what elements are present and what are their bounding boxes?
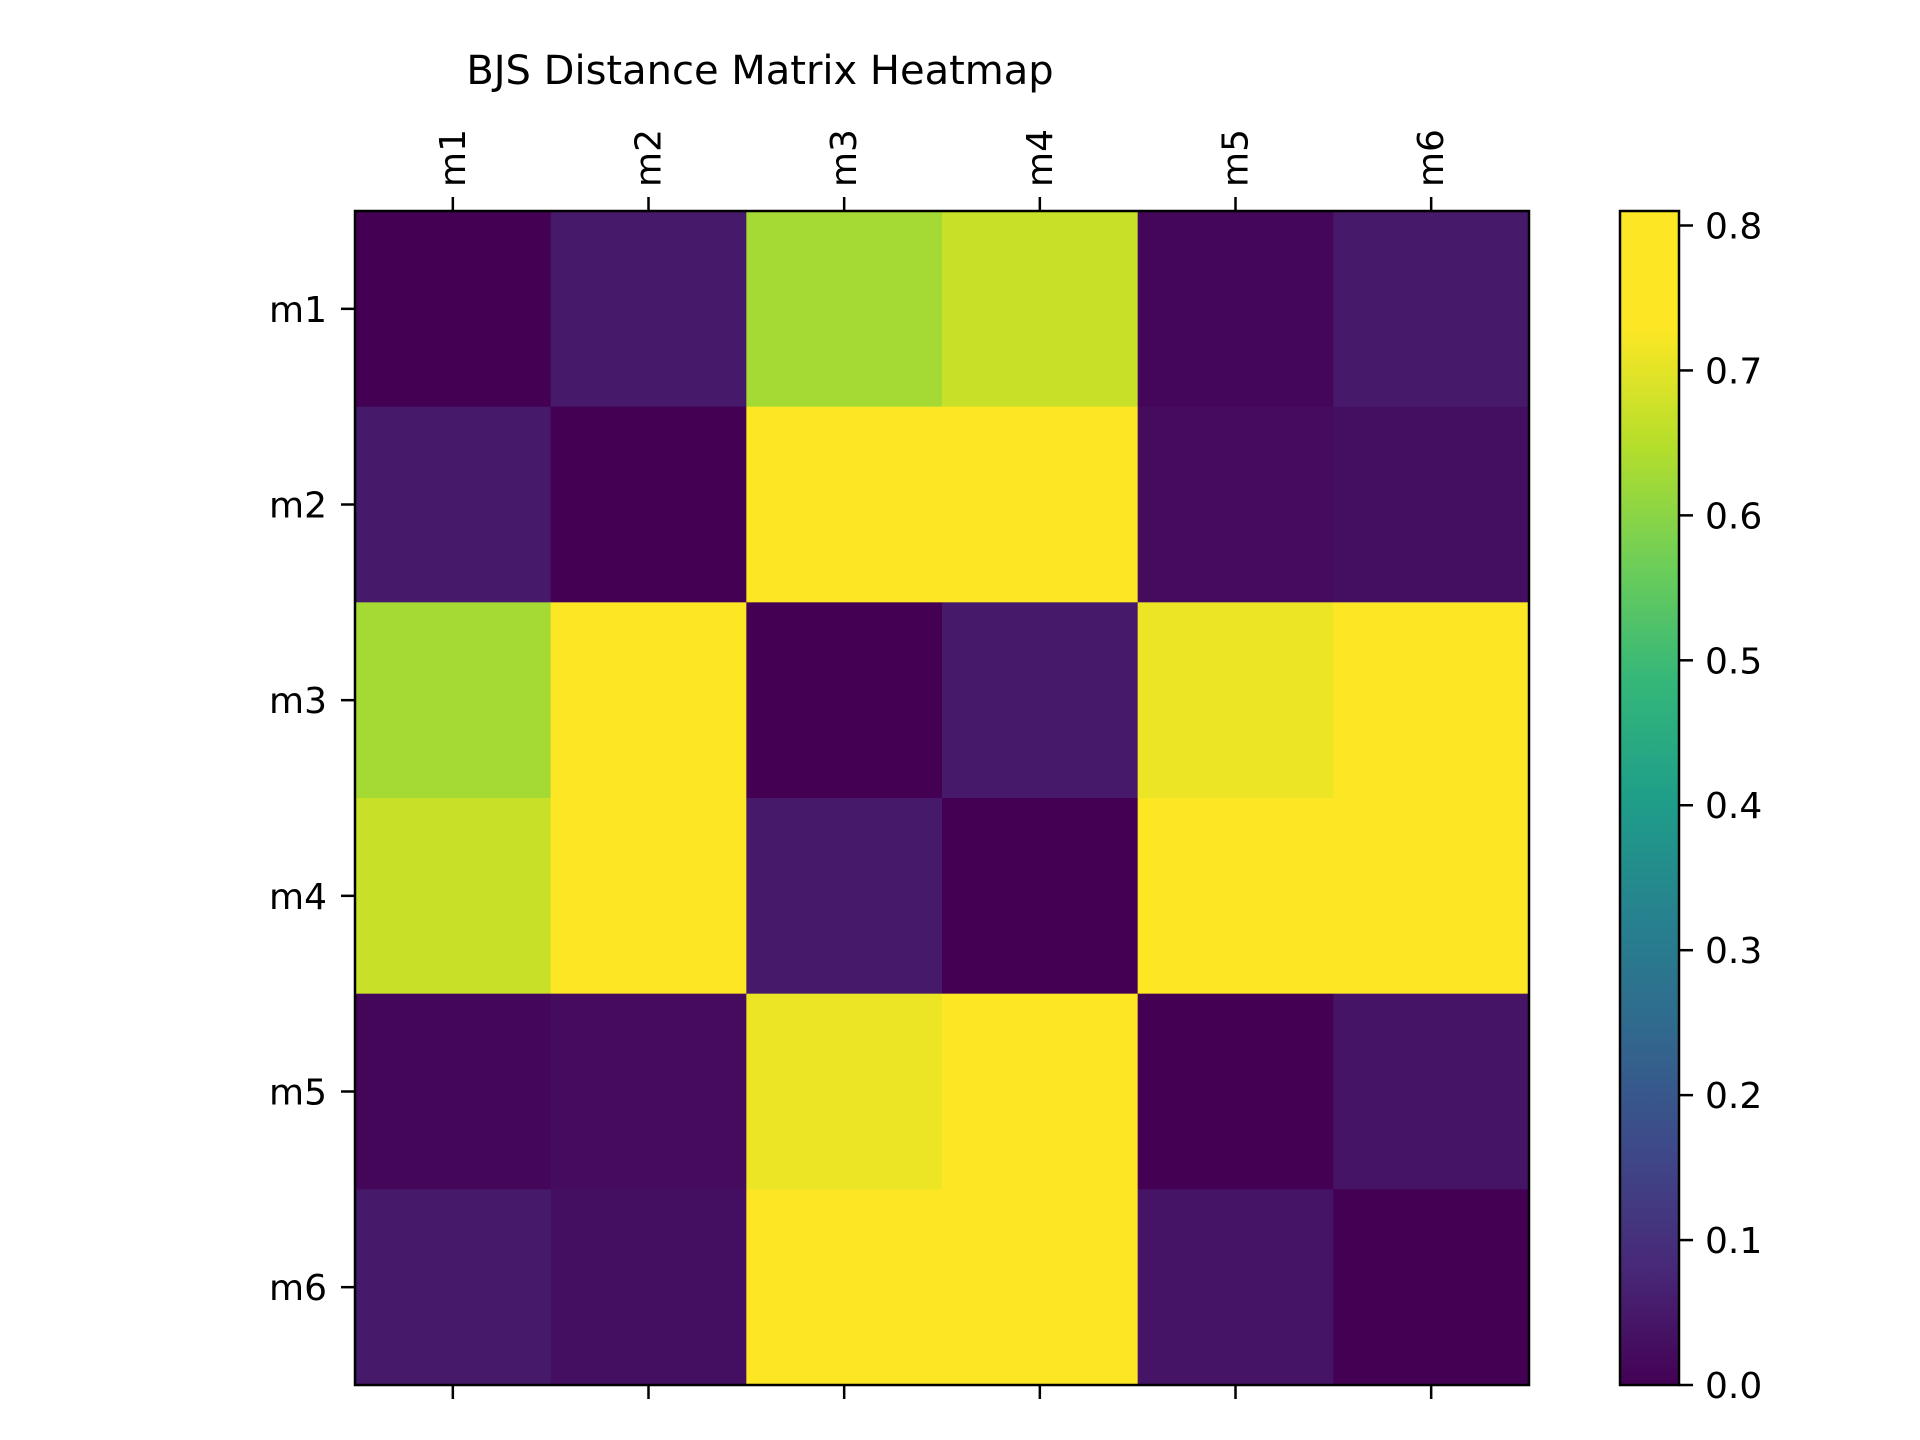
colorbar-tick-label-0.2: 0.2 [1705,1076,1762,1117]
heatmap-cell-m5-m1 [355,993,552,1190]
heatmap-cell-m6-m5 [1137,1189,1334,1386]
heatmap-cell-m2-m2 [550,406,747,603]
plot-frame [353,209,1531,1387]
heatmap-cell-m6-m3 [746,1189,943,1386]
heatmap-cell-m6-m2 [550,1189,747,1386]
heatmap-cell-m2-m5 [1137,406,1334,603]
heatmap-cell-m1-m2 [550,211,747,408]
heatmap-cell-m6-m1 [355,1189,552,1386]
heatmap-cell-m3-m2 [550,602,747,799]
colorbar-tick-label-0.7: 0.7 [1705,351,1762,392]
heatmap-cell-m4-m4 [942,798,1139,995]
heatmap-cell-m3-m4 [942,602,1139,799]
heatmap-cell-m1-m1 [355,211,552,408]
x-tick-label-m3: m3 [824,129,865,187]
colorbar-tick-label-0.3: 0.3 [1705,931,1762,972]
heatmap-cell-m6-m6 [1333,1189,1530,1386]
y-axis-ticks: m1 m2 m3 m4 m5 m6 [269,290,355,1309]
colorbar-tick-label-0.4: 0.4 [1705,786,1762,827]
x-tick-label-m6: m6 [1411,129,1452,187]
heatmap-cell-m4-m6 [1333,798,1530,995]
heatmap-cell-m5-m3 [746,993,943,1190]
heatmap-cell-m2-m1 [355,406,552,603]
heatmap-cell-m3-m1 [355,602,552,799]
y-tick-label-m3: m3 [269,681,327,722]
chart-title: BJS Distance Matrix Heatmap [466,48,1053,94]
heatmap-cell-m1-m4 [942,211,1139,408]
heatmap-cell-m2-m4 [942,406,1139,603]
x-tick-label-m1: m1 [433,129,474,187]
heatmap-cell-m5-m2 [550,993,747,1190]
colorbar-tick-label-0.8: 0.8 [1705,206,1762,247]
heatmap-cell-m1-m5 [1137,211,1334,408]
heatmap-cell-m5-m5 [1137,993,1334,1190]
heatmap-cell-m2-m6 [1333,406,1530,603]
heatmap-cells [355,211,1530,1386]
heatmap-cell-m6-m4 [942,1189,1139,1386]
colorbar [1618,209,1681,1387]
heatmap-cell-m4-m2 [550,798,747,995]
heatmap-cell-m2-m3 [746,406,943,603]
heatmap-cell-m4-m3 [746,798,943,995]
colorbar-tick-label-0.1: 0.1 [1705,1221,1762,1262]
y-tick-label-m2: m2 [269,486,327,527]
y-tick-label-m1: m1 [269,290,327,331]
y-tick-label-m6: m6 [269,1268,327,1309]
x-tick-label-m5: m5 [1216,129,1257,187]
heatmap-cell-m3-m6 [1333,602,1530,799]
heatmap-cell-m5-m6 [1333,993,1530,1190]
colorbar-tick-label-0.0: 0.0 [1705,1366,1762,1407]
heatmap-cell-m4-m1 [355,798,552,995]
x-tick-label-m4: m4 [1020,129,1061,187]
x-axis-ticks: m1 m2 m3 m4 m5 m6 [433,129,1452,1399]
heatmap-cell-m1-m6 [1333,211,1530,408]
y-tick-label-m4: m4 [269,877,327,918]
y-tick-label-m5: m5 [269,1073,327,1114]
x-tick-label-m2: m2 [629,129,670,187]
colorbar-tick-label-0.5: 0.5 [1705,641,1762,682]
colorbar-ticks: 0.0 0.1 0.2 0.3 0.4 0.5 0.6 0.7 0.8 [1679,206,1762,1407]
heatmap-cell-m3-m5 [1137,602,1334,799]
heatmap-cell-m4-m5 [1137,798,1334,995]
heatmap-cell-m1-m3 [746,211,943,408]
heatmap-cell-m3-m3 [746,602,943,799]
colorbar-tick-label-0.6: 0.6 [1705,496,1762,537]
heatmap-cell-m5-m4 [942,993,1139,1190]
